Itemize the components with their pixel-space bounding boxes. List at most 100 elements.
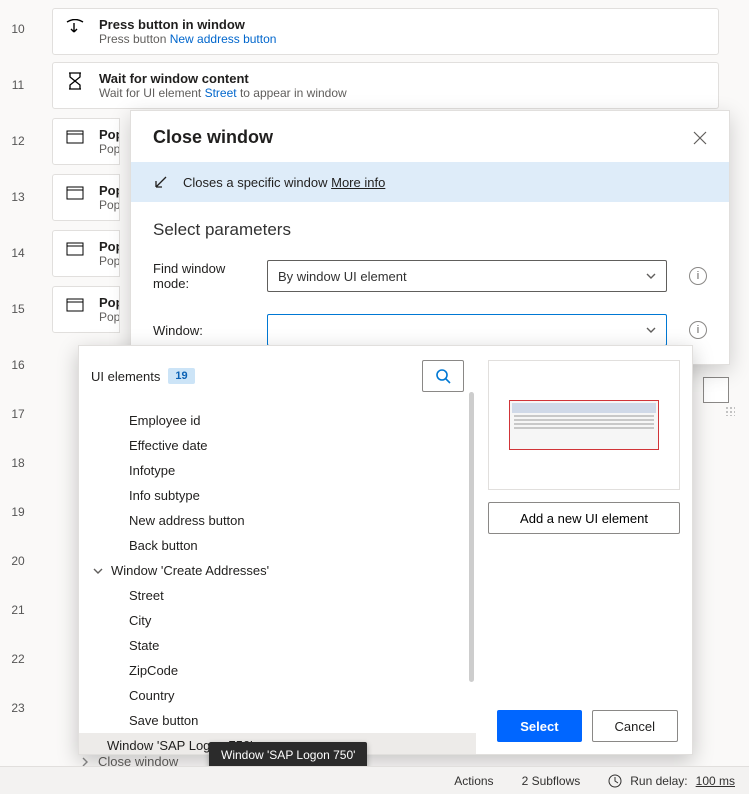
list-item[interactable]: Country <box>79 683 476 708</box>
window-icon <box>65 127 85 147</box>
select-value: By window UI element <box>278 269 407 284</box>
list-item[interactable]: Street <box>79 583 476 608</box>
window-icon <box>65 239 85 259</box>
scrollbar[interactable] <box>469 392 474 682</box>
action-title: Pop <box>99 183 120 198</box>
group-label: Window 'Create Addresses' <box>111 563 269 578</box>
info-icon[interactable]: i <box>689 267 707 285</box>
dialog-header: Close window <box>131 111 729 162</box>
action-populate[interactable]: PopPop <box>52 174 120 221</box>
line-number: 13 <box>6 190 30 204</box>
chevron-down-icon <box>93 566 103 576</box>
chevron-down-icon <box>646 271 656 281</box>
chevron-right-icon <box>80 757 90 767</box>
close-icon[interactable] <box>693 131 707 145</box>
ui-element-link[interactable]: New address button <box>170 32 277 46</box>
action-title: Pop <box>99 295 120 310</box>
list-item[interactable]: City <box>79 608 476 633</box>
line-number: 15 <box>6 302 30 316</box>
select-button[interactable]: Select <box>497 710 581 742</box>
action-subtitle: Wait for UI element Street to appear in … <box>99 86 347 100</box>
action-title: Pop <box>99 239 120 254</box>
search-button[interactable] <box>422 360 464 392</box>
find-window-mode-row: Find window mode: By window UI element i <box>131 254 729 298</box>
action-body: Press button in window Press button New … <box>99 17 276 46</box>
list-item[interactable]: State <box>79 633 476 658</box>
action-subtitle: Pop <box>99 254 120 268</box>
section-heading: Select parameters <box>131 202 729 254</box>
line-number: 10 <box>6 22 30 36</box>
cursor-icon <box>65 17 85 37</box>
window-icon <box>65 295 85 315</box>
list-group[interactable]: Window 'Create Addresses' <box>79 558 476 583</box>
list-item[interactable]: Info subtype <box>79 483 476 508</box>
info-text: Closes a specific window More info <box>183 175 385 190</box>
line-number: 11 <box>6 78 30 92</box>
line-number: 20 <box>6 554 30 568</box>
action-subtitle: Pop <box>99 142 120 156</box>
list-item[interactable]: Employee id <box>79 408 476 433</box>
status-actions: Actions <box>454 774 493 788</box>
list-item[interactable]: Infotype <box>79 458 476 483</box>
line-number: 18 <box>6 456 30 470</box>
action-body: Pop Pop <box>99 127 120 156</box>
picker-title: UI elements 19 <box>91 368 195 384</box>
picker-footer: Select Cancel <box>497 710 678 742</box>
status-subflows: 2 Subflows <box>522 774 581 788</box>
list-item[interactable]: Save button <box>79 708 476 733</box>
line-number: 22 <box>6 652 30 666</box>
picker-header: UI elements 19 <box>79 346 476 404</box>
action-title: Wait for window content <box>99 71 347 86</box>
search-icon <box>435 368 451 384</box>
more-info-link[interactable]: More info <box>331 175 385 190</box>
ui-elements-picker: UI elements 19 Employee id Effective dat… <box>78 345 693 755</box>
action-populate[interactable]: PopPop <box>52 286 120 333</box>
line-number: 16 <box>6 358 30 372</box>
line-number: 21 <box>6 603 30 617</box>
arrow-down-left-icon <box>153 174 169 190</box>
tooltip: Window 'SAP Logon 750' <box>209 742 367 768</box>
chevron-down-icon <box>646 325 656 335</box>
list-item[interactable]: ZipCode <box>79 658 476 683</box>
dialog-title: Close window <box>153 127 273 148</box>
clock-icon <box>608 774 622 788</box>
line-number: 12 <box>6 134 30 148</box>
list-item[interactable]: Effective date <box>79 433 476 458</box>
picker-list[interactable]: Employee id Effective date Infotype Info… <box>79 404 476 754</box>
list-item[interactable]: New address button <box>79 508 476 533</box>
panel-corner <box>703 377 729 403</box>
info-icon[interactable]: i <box>689 321 707 339</box>
find-mode-label: Find window mode: <box>153 261 253 291</box>
preview-thumbnail-box <box>488 360 680 490</box>
resize-grip-icon[interactable] <box>725 406 735 416</box>
line-number: 19 <box>6 505 30 519</box>
picker-list-pane: UI elements 19 Employee id Effective dat… <box>79 346 476 754</box>
action-title: Pop <box>99 127 120 142</box>
action-populate[interactable]: Pop Pop <box>52 118 120 165</box>
window-select[interactable] <box>267 314 667 346</box>
action-subtitle: Pop <box>99 198 120 212</box>
action-title: Press button in window <box>99 17 276 32</box>
action-body: Wait for window content Wait for UI elem… <box>99 71 347 100</box>
hourglass-icon <box>65 71 85 91</box>
line-number: 23 <box>6 701 30 715</box>
ui-element-link[interactable]: Street <box>205 86 237 100</box>
action-subtitle: Pop <box>99 310 120 324</box>
action-subtitle: Press button New address button <box>99 32 276 46</box>
add-ui-element-button[interactable]: Add a new UI element <box>488 502 680 534</box>
status-run-delay: Run delay: 100 ms <box>608 774 735 788</box>
line-number: 17 <box>6 407 30 421</box>
action-populate[interactable]: PopPop <box>52 230 120 277</box>
dialog-info-banner: Closes a specific window More info <box>131 162 729 202</box>
find-mode-select[interactable]: By window UI element <box>267 260 667 292</box>
preview-thumbnail <box>509 400 659 450</box>
count-badge: 19 <box>168 368 194 384</box>
run-delay-value[interactable]: 100 ms <box>696 774 735 788</box>
action-wait-window[interactable]: Wait for window content Wait for UI elem… <box>52 62 719 109</box>
window-icon <box>65 183 85 203</box>
action-press-button[interactable]: Press button in window Press button New … <box>52 8 719 55</box>
window-label: Window: <box>153 323 253 338</box>
list-item[interactable]: Back button <box>79 533 476 558</box>
cancel-button[interactable]: Cancel <box>592 710 678 742</box>
picker-preview-pane: Add a new UI element <box>476 346 692 754</box>
